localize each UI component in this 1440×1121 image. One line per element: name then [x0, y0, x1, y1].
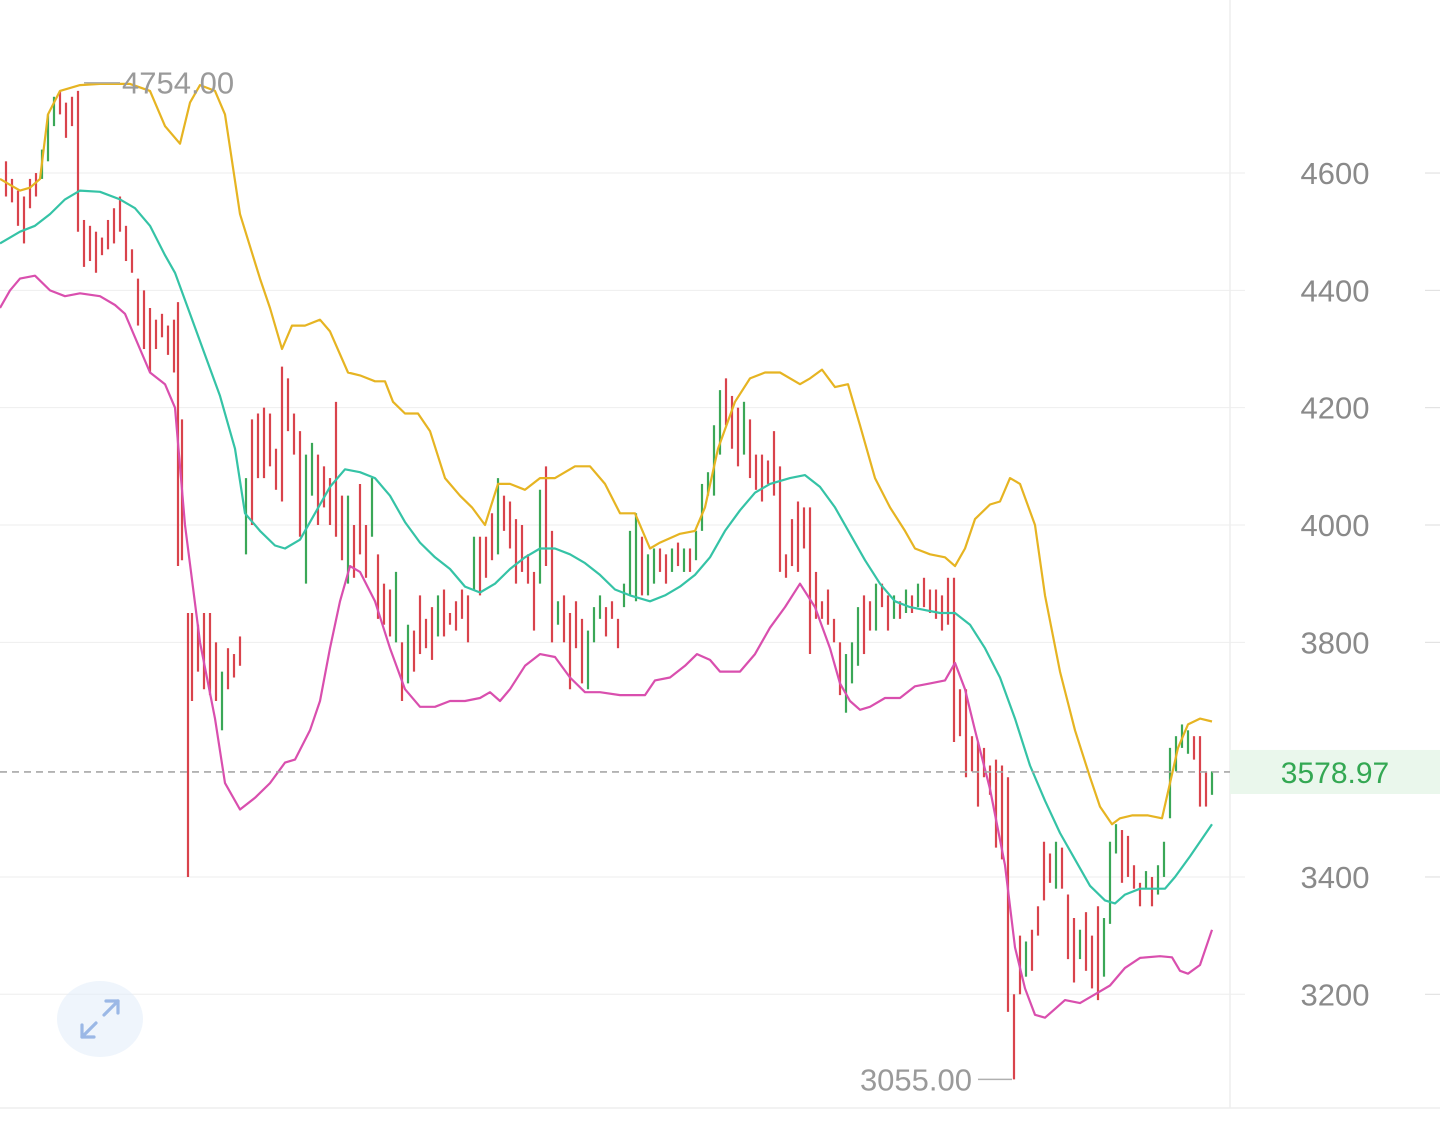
expand-icon — [80, 999, 120, 1039]
current-price-label-bg — [1230, 749, 1440, 794]
y-tick-label: 4600 — [1301, 156, 1370, 191]
low-price-label: 3055.00 — [860, 1062, 972, 1097]
upper-band-line — [0, 82, 1213, 826]
expand-button[interactable] — [57, 981, 143, 1057]
y-axis: 3200 3400 3800 4000 4200 4400 4600 — [1301, 156, 1370, 1012]
y-tick-label: 4400 — [1301, 273, 1370, 308]
y-tick-label: 3200 — [1301, 977, 1370, 1012]
candles — [4, 90, 1214, 1080]
y-tick-label: 3800 — [1301, 625, 1370, 660]
current-price-label: 3578.97 — [1281, 757, 1389, 790]
current-price-marker: 3578.97 — [0, 749, 1440, 794]
y-tick-label: 4000 — [1301, 508, 1370, 543]
y-tick-label: 3400 — [1301, 860, 1370, 895]
extreme-labels: 4754.00 3055.00 — [84, 66, 1012, 1097]
y-tick-label: 4200 — [1301, 391, 1370, 426]
lower-band-line — [0, 274, 1214, 1019]
high-price-label: 4754.00 — [122, 66, 234, 101]
